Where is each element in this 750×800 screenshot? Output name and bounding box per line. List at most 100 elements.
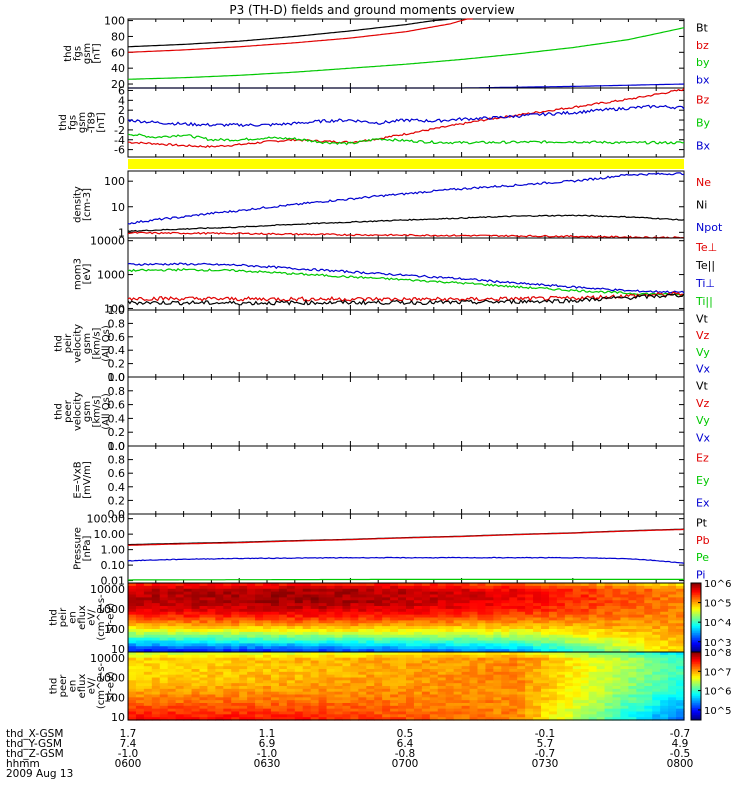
- heatmap-cell: [533, 714, 542, 718]
- heatmap-cell: [231, 637, 240, 642]
- heatmap-cell: [652, 674, 661, 679]
- heatmap-cell: [652, 626, 661, 630]
- heatmap-cell: [517, 583, 526, 587]
- heatmap-cell: [207, 677, 216, 681]
- heatmap-cell: [596, 657, 606, 662]
- heatmap-cell: [191, 714, 201, 718]
- heatmap-cell: [215, 611, 224, 616]
- heatmap-cell: [493, 640, 502, 644]
- heatmap-cell: [469, 677, 479, 681]
- heatmap-cell: [628, 620, 637, 624]
- heatmap-cell: [612, 603, 622, 607]
- heatmap-cell: [596, 708, 606, 713]
- heatmap-cell: [183, 611, 193, 616]
- heatmap-cell: [398, 708, 407, 713]
- heatmap-cell: [509, 671, 518, 676]
- heatmap-cell: [199, 688, 209, 693]
- heatmap-cell: [572, 626, 582, 630]
- heatmap-cell: [604, 620, 614, 624]
- heatmap-cell: [628, 654, 637, 659]
- heatmap-cell: [302, 663, 312, 667]
- heatmap-cell: [548, 666, 558, 670]
- heatmap-cell: [636, 603, 645, 607]
- heatmap-cell: [604, 654, 614, 659]
- heatmap-cell: [135, 711, 145, 715]
- heatmap-cell: [580, 669, 590, 673]
- heatmap-cell: [199, 626, 209, 630]
- heatmap-cell: [207, 606, 216, 610]
- heatmap-cell: [175, 629, 185, 633]
- heatmap-cell: [255, 660, 264, 664]
- heatmap-cell: [501, 697, 510, 701]
- y-axis-label-line: eV/: [87, 677, 98, 694]
- heatmap-cell: [676, 649, 685, 653]
- heatmap-cell: [564, 660, 574, 664]
- heatmap-cell: [270, 697, 280, 701]
- heatmap-cell: [350, 669, 359, 673]
- heatmap-cell: [199, 711, 209, 715]
- heatmap-cell: [437, 663, 447, 667]
- heatmap-cell: [541, 666, 550, 670]
- heatmap-cell: [302, 614, 312, 619]
- heatmap-cell: [239, 597, 248, 601]
- heatmap-cell: [247, 614, 256, 619]
- heatmap-cell: [453, 694, 463, 698]
- heatmap-cell: [429, 697, 439, 701]
- heatmap-cell: [612, 674, 622, 679]
- heatmap-cell: [143, 674, 153, 679]
- heatmap-cell: [564, 705, 574, 710]
- heatmap-cell: [572, 588, 582, 593]
- heatmap-cell: [461, 691, 471, 696]
- heatmap-cell: [247, 629, 256, 633]
- heatmap-cell: [207, 617, 216, 621]
- heatmap-cell: [167, 700, 177, 704]
- heatmap-cell: [342, 677, 351, 681]
- heatmap-cell: [310, 677, 320, 681]
- heatmap-cell: [286, 680, 296, 684]
- heatmap-cell: [556, 634, 566, 639]
- heatmap-cell: [620, 640, 629, 644]
- heatmap-cell: [421, 617, 431, 621]
- heatmap-cell: [525, 674, 534, 679]
- heatmap-cell: [231, 629, 240, 633]
- series-npot: [127, 172, 685, 225]
- heatmap-cell: [263, 663, 272, 667]
- heatmap-cell: [390, 660, 399, 664]
- heatmap-cell: [604, 603, 614, 607]
- heatmap-cell: [477, 708, 487, 713]
- heatmap-cell: [572, 688, 582, 693]
- heatmap-cell: [128, 700, 137, 704]
- heatmap-cell: [548, 686, 558, 690]
- heatmap-cell: [302, 620, 312, 624]
- heatmap-cell: [572, 669, 582, 673]
- heatmap-cell: [374, 591, 383, 596]
- heatmap-cell: [215, 660, 224, 664]
- heatmap-cell: [660, 626, 669, 630]
- heatmap-cell: [294, 646, 304, 650]
- heatmap-cell: [477, 603, 487, 607]
- series-te-: [127, 291, 685, 303]
- heatmap-cell: [413, 666, 423, 670]
- heatmap-cell: [223, 585, 232, 590]
- heatmap-cell: [278, 680, 288, 684]
- heatmap-cell: [604, 614, 614, 619]
- heatmap-cell: [143, 683, 153, 687]
- heatmap-cell: [366, 608, 375, 613]
- heatmap-cell: [151, 585, 161, 590]
- heatmap-cell: [525, 583, 534, 587]
- heatmap-cell: [191, 691, 201, 696]
- heatmap-cell: [390, 597, 399, 601]
- heatmap-cell: [318, 611, 328, 616]
- heatmap-cell: [366, 597, 375, 601]
- heatmap-cell: [429, 717, 439, 721]
- heatmap-cell: [525, 683, 534, 687]
- heatmap-cell: [668, 711, 677, 715]
- heatmap-cell: [612, 683, 622, 687]
- heatmap-cell: [461, 680, 471, 684]
- heatmap-cell: [429, 671, 439, 676]
- heatmap-cell: [469, 631, 479, 636]
- heatmap-cell: [445, 686, 455, 690]
- heatmap-cell: [668, 703, 677, 707]
- heatmap-cell: [286, 606, 296, 610]
- footer-z-gsm-value: -1.0: [256, 748, 278, 760]
